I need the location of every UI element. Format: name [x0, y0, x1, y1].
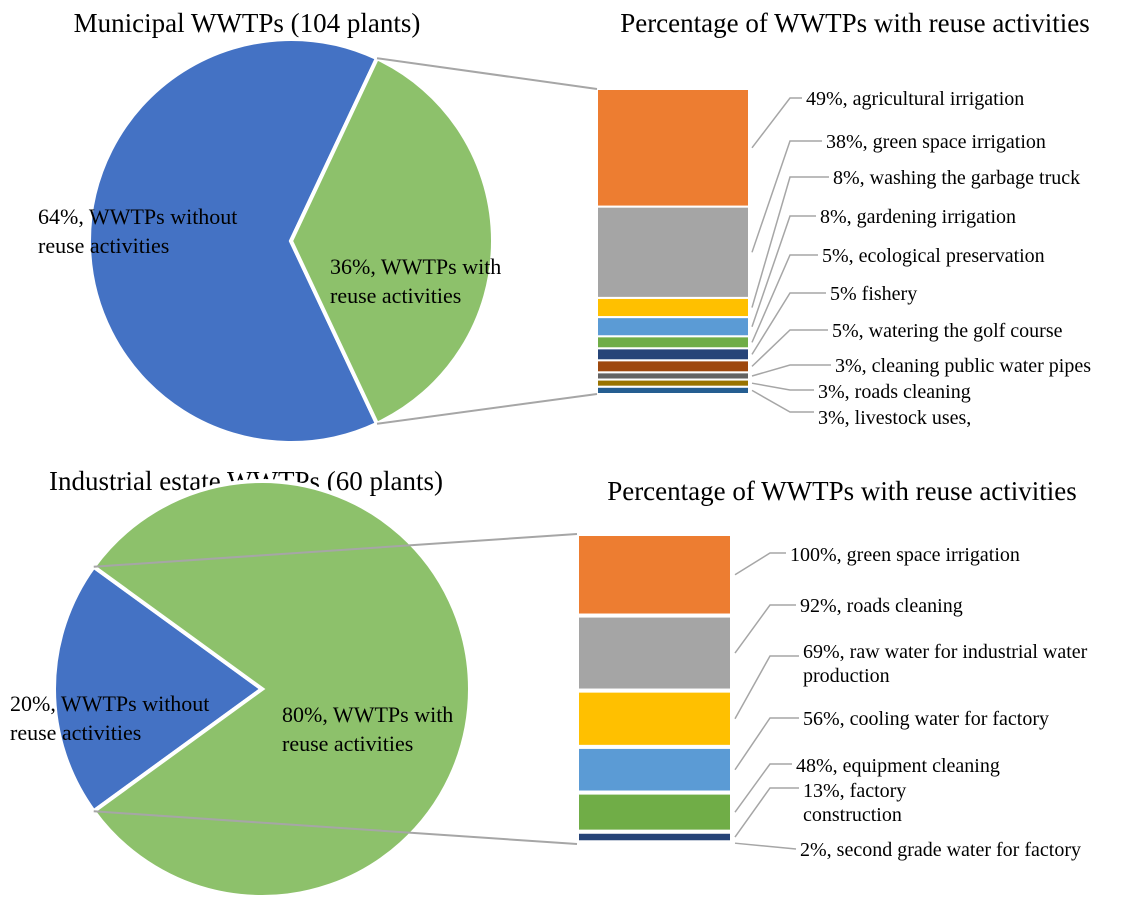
- stack-segment-4: [575, 790, 734, 834]
- municipal-pie: 64%, WWTPs without reuse activities 36%, W…: [38, 37, 501, 445]
- pie-slice-without-reuse: [87, 37, 380, 445]
- stack-label-3: 8%, gardening irrigation: [820, 206, 1016, 228]
- leader-line-2: [734, 655, 799, 720]
- stack-label-4: 5%, ecological preservation: [822, 245, 1045, 267]
- stack-label-3: 56%, cooling water for factory: [803, 708, 1049, 730]
- stack-label-1: 38%, green space irrigation: [826, 131, 1046, 153]
- pie-label-without-reuse: 64%, WWTPs without reuse activities: [38, 204, 237, 258]
- stack-label-6: 2%, second grade water for factory: [800, 839, 1081, 861]
- stack-segment-0: [575, 532, 734, 618]
- municipal-reuse-stack: 49%, agricultural irrigation 38%, green s…: [376, 57, 1091, 429]
- stack-segment-5: [596, 347, 750, 362]
- municipal-pie-title: Municipal WWTPs (104 plants): [74, 8, 421, 38]
- leader-line-1: [751, 140, 822, 253]
- stack-label-2: 8%, washing the garbage truck: [833, 167, 1080, 189]
- connector-line-bottom: [376, 393, 598, 425]
- connector-line-bottom: [93, 810, 578, 845]
- industrial-reuse-stack: 100%, green space irrigation 92%, roads c…: [93, 532, 1088, 861]
- leader-line-5: [751, 292, 826, 355]
- leader-line-7: [751, 364, 831, 377]
- pie-label-with-reuse: 36%, WWTPs with reuse activities: [330, 254, 501, 308]
- stack-segment-6: [575, 840, 734, 846]
- leader-line-0: [751, 97, 802, 149]
- leader-line-9: [751, 389, 814, 413]
- stack-label-0: 100%, green space irrigation: [790, 544, 1020, 566]
- stack-segment-2: [596, 296, 750, 319]
- leader-line-0: [734, 552, 786, 576]
- leader-line-6: [751, 329, 828, 367]
- industrial-bar-title: Percentage of WWTPs with reuse activitie…: [607, 476, 1077, 506]
- municipal-bar-title: Percentage of WWTPs with reuse activitie…: [620, 8, 1090, 38]
- stack-segment-2: [575, 688, 734, 749]
- leader-line-5: [734, 787, 799, 838]
- stack-label-5: 13%, factory construction: [803, 780, 906, 826]
- stack-segment-6: [596, 359, 750, 374]
- leader-line-3: [751, 215, 816, 327]
- leader-line-1: [734, 604, 796, 654]
- stack-label-0: 49%, agricultural irrigation: [806, 88, 1024, 110]
- stack-label-2: 69%, raw water for industrial water produ…: [803, 641, 1088, 687]
- stack-label-6: 5%, watering the golf course: [832, 320, 1063, 342]
- stack-label-7: 3%, cleaning public water pipes: [835, 355, 1091, 377]
- stack-segment-1: [575, 613, 734, 693]
- stack-segment-1: [596, 205, 750, 299]
- pie-slice-with-reuse: [288, 55, 495, 427]
- stack-label-5: 5% fishery: [830, 283, 917, 305]
- stack-segment-7: [596, 371, 750, 381]
- pie-label-with-reuse: 80%, WWTPs with reuse activities: [282, 702, 453, 756]
- stack-segment-3: [575, 744, 734, 795]
- stack-label-1: 92%, roads cleaning: [800, 595, 963, 617]
- stack-label-8: 3%, roads cleaning: [818, 381, 971, 403]
- leader-line-8: [751, 382, 814, 391]
- stack-segment-9: [596, 385, 750, 396]
- stack-segment-0: [596, 88, 750, 208]
- leader-line-4: [734, 763, 792, 813]
- leader-line-3: [734, 717, 799, 771]
- leader-line-2: [751, 176, 829, 308]
- pie-slice-with-reuse: [90, 479, 472, 899]
- leader-line-4: [751, 254, 818, 343]
- industrial-pie: 20%, WWTPs without reuse activities 80%, W…: [10, 479, 472, 899]
- stack-label-4: 48%, equipment cleaning: [796, 755, 1000, 777]
- connector-line-top: [376, 57, 598, 90]
- pie-label-without-reuse: 20%, WWTPs without reuse activities: [10, 691, 209, 745]
- stack-segment-3: [596, 316, 750, 338]
- pie-slice-without-reuse: [52, 563, 266, 815]
- stack-segment-4: [596, 335, 750, 350]
- leader-line-6: [734, 842, 797, 850]
- connector-line-top: [93, 533, 578, 568]
- stack-segment-8: [596, 378, 750, 388]
- stack-label-9: 3%, livestock uses,: [818, 407, 971, 429]
